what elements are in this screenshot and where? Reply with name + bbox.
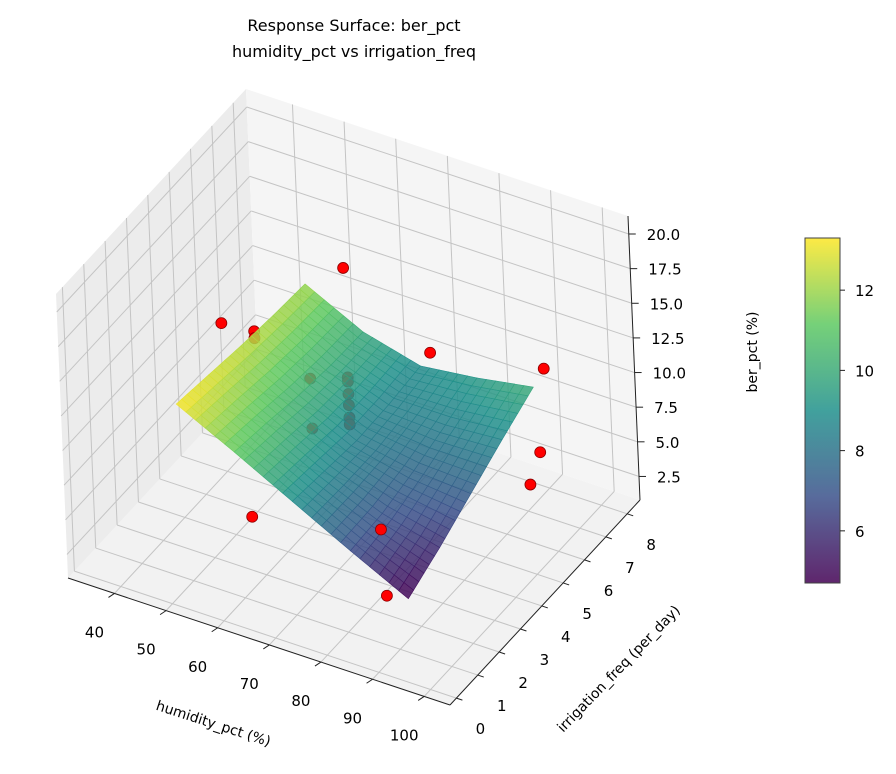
colorbar-tick-label: 10 [855, 362, 874, 380]
colorbar-tick-label: 6 [855, 523, 865, 541]
x-grid-line [423, 491, 615, 697]
x-tick [211, 627, 218, 633]
data-point [537, 362, 550, 375]
y-tick [627, 513, 634, 517]
z-grid-line [62, 245, 253, 451]
plot-area [175, 262, 550, 602]
y-axis-line [449, 499, 641, 706]
z-grid-line [249, 175, 632, 304]
z-grid-line [246, 106, 629, 235]
y-tick-label: 7 [625, 559, 635, 577]
data-point [246, 510, 259, 523]
z-tick-label: 15.0 [650, 295, 683, 313]
x-tick-label: 60 [188, 658, 207, 676]
x-axis-line [67, 577, 451, 706]
x-tick-label: 90 [343, 709, 362, 727]
data-point [424, 346, 437, 359]
y-axis-label: irrigation_freq (per_day) [554, 603, 683, 736]
x-tick-label: 70 [240, 675, 259, 693]
colorbar: 6 8 10 12 [804, 237, 874, 584]
data-point [524, 478, 537, 491]
z-tick-label: 5.0 [656, 434, 680, 452]
y-tick-label: 3 [540, 651, 550, 669]
x-tick-label: 50 [137, 641, 156, 659]
y-tick-label: 8 [646, 536, 656, 554]
x-grid-line [372, 473, 563, 680]
y-grid-line [83, 264, 97, 549]
y-tick-label: 0 [476, 720, 486, 738]
z-grid-line [252, 245, 635, 374]
z-grid-line [250, 210, 634, 339]
y-tick [605, 536, 613, 540]
y-tick [562, 582, 570, 586]
z-grid-line [57, 141, 249, 347]
z-tick-label: 12.5 [651, 330, 684, 348]
y-grid-line [104, 241, 118, 526]
surface-patch [398, 582, 414, 600]
z-tick-label: 10.0 [653, 365, 686, 383]
z-grid-line [56, 106, 248, 313]
x-tick-label: 80 [291, 692, 310, 710]
z-axis-line [627, 215, 641, 501]
z-tick-label: 2.5 [657, 468, 681, 486]
colorbar-gradient [804, 237, 841, 584]
chart-subtitle: humidity_pct vs irrigation_freq [232, 42, 476, 62]
chart-title: Response Surface: ber_pct [247, 16, 460, 36]
x-tick [159, 610, 167, 616]
z-tick-label: 20.0 [647, 226, 680, 244]
y-tick [477, 674, 484, 678]
y-tick [584, 559, 591, 563]
axis-lines [67, 215, 647, 706]
y-tick-label: 6 [604, 582, 614, 600]
z-grid-line [248, 141, 631, 270]
y-grid-line [95, 547, 478, 676]
x-tick [263, 644, 270, 650]
x-tick [417, 696, 425, 701]
y-tick [456, 697, 463, 701]
x-tick-label: 40 [85, 623, 104, 641]
z-grid-line [60, 210, 252, 417]
y-grid-line [125, 217, 139, 503]
y-tick-label: 2 [518, 674, 528, 692]
colorbar-tick-label: 8 [855, 443, 865, 461]
y-grid-line [74, 570, 457, 699]
y-tick [520, 628, 527, 632]
y-tick [541, 605, 548, 609]
data-point [337, 262, 350, 274]
x-tick [108, 593, 115, 598]
x-tick [366, 678, 373, 684]
y-tick-label: 4 [561, 628, 571, 646]
z-grid-line [59, 175, 251, 382]
z-axis-label: ber_pct (%) [745, 311, 761, 392]
left-wall-pane [56, 89, 258, 578]
data-point [534, 446, 547, 459]
data-point [380, 589, 393, 602]
y-grid-line [232, 102, 246, 387]
x-axis-label: humidity_pct (%) [154, 698, 273, 750]
x-grid-line [550, 190, 564, 475]
x-grid-line [601, 207, 615, 492]
y-tick-label: 1 [497, 697, 507, 715]
z-grid-line [65, 314, 256, 521]
data-point [375, 523, 387, 536]
y-grid-line [138, 501, 521, 630]
x-tick [314, 661, 322, 667]
y-grid-line [147, 194, 161, 479]
y-grid-line [61, 287, 75, 572]
z-tick-label: 17.5 [648, 261, 681, 279]
y-tick [498, 651, 506, 655]
y-grid-line [211, 125, 225, 410]
y-tick-label: 5 [582, 605, 592, 623]
z-grid-line [63, 279, 255, 486]
data-point [215, 317, 228, 330]
colorbar-tick-label: 12 [855, 282, 874, 300]
y-grid-line [116, 524, 500, 653]
y-grid-line [168, 171, 182, 456]
x-tick-label: 100 [390, 726, 419, 744]
z-tick-label: 7.5 [654, 399, 678, 417]
